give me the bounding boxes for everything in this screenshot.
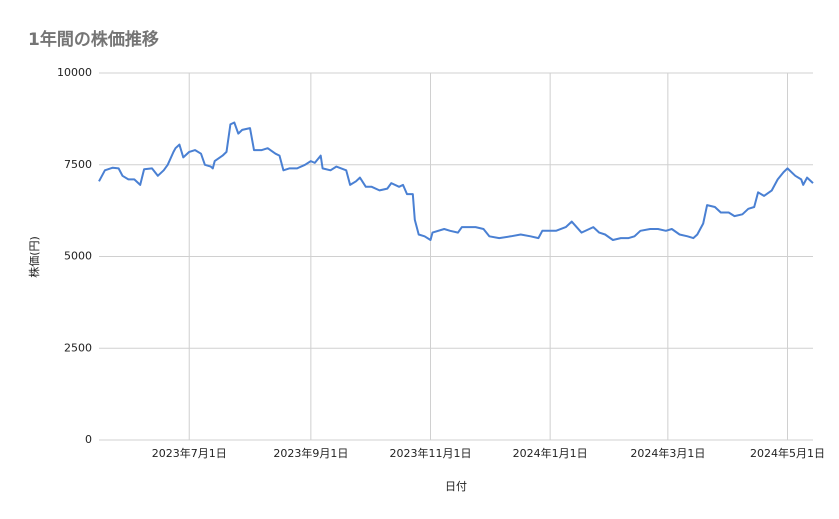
y-tick-label: 10000 [57,66,92,79]
y-tick-label: 5000 [64,250,92,263]
x-tick-label: 2024年1月1日 [513,446,588,460]
chart-title: 1年間の株価推移 [28,29,159,50]
x-tick-label: 2023年7月1日 [152,446,227,460]
x-tick-label: 2024年5月1日 [750,446,825,460]
y-tick-label: 2500 [64,341,92,354]
x-axis-label: 日付 [445,480,467,493]
y-tick-label: 7500 [64,158,92,171]
y-tick-label: 0 [85,433,92,446]
y-axis-label: 株価(円) [27,236,41,278]
x-tick-label: 2024年3月1日 [630,446,705,460]
data-line [98,121,814,241]
x-tick-label: 2023年11月1日 [390,446,472,460]
x-tick-label: 2023年9月1日 [273,446,348,460]
